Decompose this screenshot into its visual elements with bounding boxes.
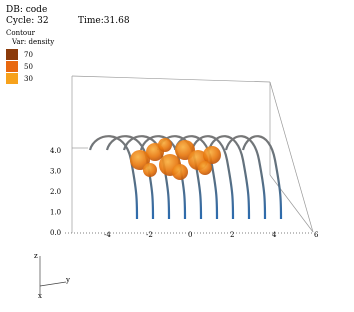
legend-label: 70 bbox=[24, 51, 33, 59]
streamline bbox=[88, 135, 139, 220]
legend-swatch bbox=[6, 73, 18, 84]
streamline bbox=[190, 135, 235, 220]
y-tick-label: 4.0 bbox=[50, 147, 61, 155]
streamline bbox=[224, 135, 267, 220]
triad-z: z bbox=[34, 252, 38, 260]
triad-y: y bbox=[65, 276, 70, 284]
x-tick-label: 6 bbox=[314, 231, 319, 239]
y-tick-label: 0.0 bbox=[50, 229, 61, 237]
triad: z y x bbox=[34, 252, 70, 300]
contour-blob bbox=[198, 161, 212, 175]
triad-x: x bbox=[38, 292, 42, 300]
contour-surface bbox=[130, 138, 221, 180]
bounding-box bbox=[65, 75, 314, 234]
x-tick-label: -2 bbox=[146, 231, 153, 239]
legend-label: 50 bbox=[24, 63, 33, 71]
legend-label: 30 bbox=[24, 75, 33, 83]
streamline bbox=[241, 135, 283, 220]
time-label: Time:31.68 bbox=[78, 16, 130, 26]
streamline bbox=[105, 135, 155, 220]
legend-variable: Var: density bbox=[11, 38, 54, 46]
legend-swatch bbox=[6, 61, 18, 72]
legend: 70 50 30 bbox=[6, 49, 33, 84]
contour-blob bbox=[143, 163, 157, 177]
contour-blob bbox=[158, 138, 172, 152]
streamline bbox=[207, 135, 251, 220]
contour-blob bbox=[130, 150, 150, 170]
x-tick-label: 0 bbox=[188, 231, 192, 239]
legend-swatch bbox=[6, 49, 18, 60]
db-label: DB: code bbox=[6, 5, 47, 15]
contour-blob bbox=[203, 146, 221, 164]
contour-blob bbox=[172, 164, 188, 180]
x-tick-label: 2 bbox=[230, 231, 234, 239]
y-tick-label: 3.0 bbox=[50, 168, 61, 176]
y-tick-label: 1.0 bbox=[50, 209, 61, 217]
x-tick-label: 4 bbox=[272, 231, 277, 239]
legend-title: Contour bbox=[6, 29, 36, 37]
cycle-label: Cycle: 32 bbox=[6, 16, 49, 26]
y-tick-label: 2.0 bbox=[50, 188, 61, 196]
axis-labels: -4 -2 0 2 4 6 4.0 3.0 2.0 1.0 0.0 bbox=[50, 147, 319, 239]
x-tick-label: -4 bbox=[104, 231, 111, 239]
